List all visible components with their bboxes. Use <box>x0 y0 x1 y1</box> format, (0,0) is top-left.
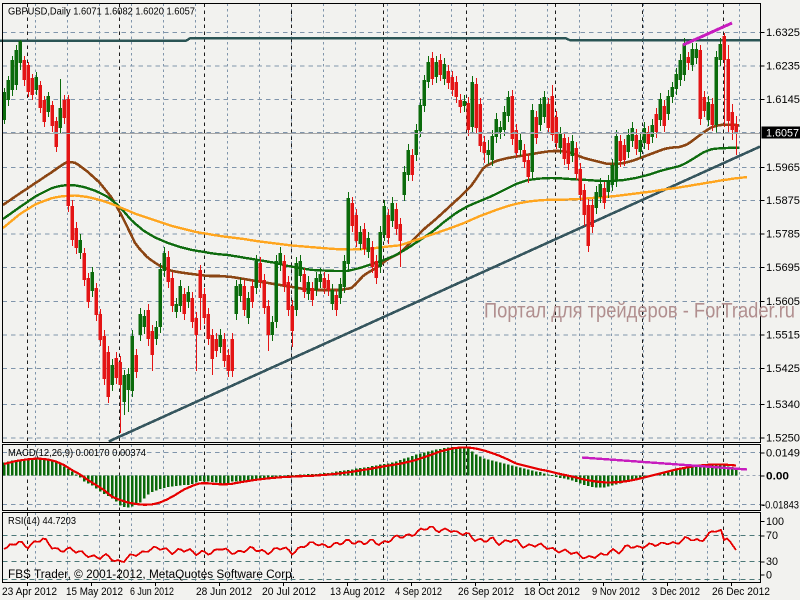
svg-text:1.5605: 1.5605 <box>766 296 800 308</box>
svg-text:26 Sep 2012: 26 Sep 2012 <box>458 586 514 598</box>
svg-text:-0.01843: -0.01843 <box>762 500 799 512</box>
svg-text:100: 100 <box>766 516 784 528</box>
svg-text:26 Dec 2012: 26 Dec 2012 <box>712 586 770 598</box>
svg-text:0.0149: 0.0149 <box>766 448 800 460</box>
svg-text:1.5340: 1.5340 <box>766 399 800 411</box>
svg-text:30: 30 <box>766 556 778 568</box>
svg-text:18 Oct 2012: 18 Oct 2012 <box>524 586 580 598</box>
svg-text:1.5965: 1.5965 <box>766 162 800 174</box>
svg-text:0.00: 0.00 <box>766 471 789 483</box>
svg-text:1.5250: 1.5250 <box>766 432 800 444</box>
svg-text:3 Dec 2012: 3 Dec 2012 <box>652 586 700 598</box>
svg-text:RSI(14) 44.7203: RSI(14) 44.7203 <box>8 515 76 527</box>
svg-text:1.5785: 1.5785 <box>766 229 800 241</box>
svg-text:13 Aug 2012: 13 Aug 2012 <box>330 586 385 598</box>
svg-text:1.5515: 1.5515 <box>766 329 800 341</box>
svg-text:9 Nov 2012: 9 Nov 2012 <box>592 586 640 598</box>
svg-text:23 Apr 2012: 23 Apr 2012 <box>2 586 57 598</box>
svg-text:Портал для трейдеров - ForTrad: Портал для трейдеров - ForTrader.ru <box>484 299 795 323</box>
svg-text:4 Sep 2012: 4 Sep 2012 <box>395 586 442 598</box>
svg-text:1.5695: 1.5695 <box>766 262 800 274</box>
svg-text:1.6325: 1.6325 <box>766 27 800 39</box>
svg-text:GBPUSD,Daily 1.6071 1.6082 1.: GBPUSD,Daily 1.6071 1.6082 1.6020 1.6057 <box>8 6 195 18</box>
svg-text:1.6057: 1.6057 <box>766 128 799 140</box>
svg-text:70: 70 <box>766 530 778 542</box>
svg-text:MACD(12,26,9) 0.00170 0.00374: MACD(12,26,9) 0.00170 0.00374 <box>8 447 146 459</box>
svg-text:0: 0 <box>766 569 772 581</box>
svg-text:28 Jun 2012: 28 Jun 2012 <box>196 586 252 598</box>
svg-text:1.6145: 1.6145 <box>766 94 800 106</box>
svg-text:20 Jul 2012: 20 Jul 2012 <box>262 586 316 598</box>
svg-text:6 Jun 2012: 6 Jun 2012 <box>130 586 174 598</box>
svg-text:FBS Trader, © 2001-2012, MetaQ: FBS Trader, © 2001-2012, MetaQuotes Soft… <box>8 569 295 581</box>
svg-text:15 May 2012: 15 May 2012 <box>66 586 123 598</box>
svg-text:1.5875: 1.5875 <box>766 195 800 207</box>
svg-text:1.5425: 1.5425 <box>766 363 800 375</box>
svg-text:1.6235: 1.6235 <box>766 61 800 73</box>
